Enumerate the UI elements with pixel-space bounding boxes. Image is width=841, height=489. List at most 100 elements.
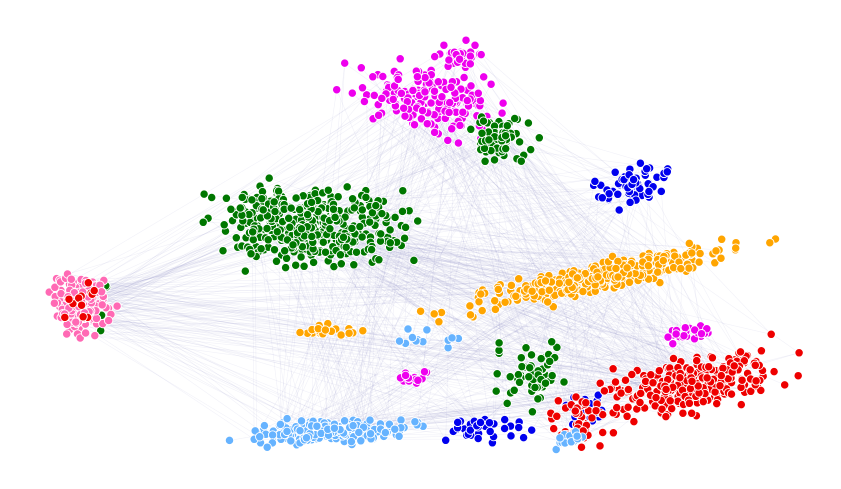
edge	[365, 186, 626, 198]
edge	[401, 245, 708, 388]
edge	[357, 286, 588, 427]
node-red	[629, 416, 639, 427]
node-green	[296, 224, 307, 234]
node-orange	[711, 246, 721, 256]
edge	[93, 319, 281, 425]
node-red	[83, 278, 93, 288]
node-green	[513, 369, 524, 380]
node-magenta	[373, 110, 384, 120]
edge	[398, 279, 545, 432]
edge	[288, 101, 456, 438]
node-red	[598, 427, 608, 438]
edge	[296, 195, 643, 446]
edge	[326, 234, 683, 383]
edge	[665, 258, 734, 373]
node-magenta	[663, 332, 673, 342]
node-green	[547, 370, 557, 381]
edge	[510, 133, 654, 279]
edge	[84, 305, 322, 434]
node-magenta	[388, 94, 398, 105]
node-green	[521, 343, 531, 353]
edge	[75, 298, 715, 397]
node-magenta	[422, 119, 432, 129]
edge	[316, 133, 439, 439]
node-green	[377, 208, 387, 219]
edge	[263, 249, 388, 433]
node-blue	[527, 425, 537, 435]
node-red	[715, 381, 725, 391]
node-orange	[320, 325, 331, 335]
node-orange	[477, 305, 487, 316]
node-green	[284, 213, 294, 223]
edge	[333, 235, 702, 334]
node-magenta	[359, 96, 370, 107]
node-red	[620, 375, 631, 385]
edge	[326, 120, 484, 433]
edge	[375, 205, 598, 273]
node-green	[357, 232, 367, 242]
edge	[653, 278, 697, 332]
node-red	[89, 285, 99, 296]
node-magenta	[696, 329, 707, 339]
node-orange	[731, 243, 741, 253]
edge	[462, 53, 611, 390]
node-orange	[684, 238, 694, 249]
edge	[365, 197, 532, 356]
edge	[69, 329, 661, 387]
edge	[414, 93, 581, 280]
edge	[335, 95, 436, 430]
edge	[280, 246, 307, 425]
node-magenta	[400, 370, 411, 381]
node-magenta	[462, 95, 472, 106]
node-pink	[80, 328, 91, 338]
edge	[404, 115, 735, 367]
edge	[335, 328, 680, 379]
node-green	[400, 222, 411, 233]
node-green	[526, 144, 536, 155]
node-orange	[465, 301, 475, 311]
node-red	[756, 385, 766, 396]
edge	[319, 199, 609, 334]
node-red	[750, 360, 760, 370]
node-green	[258, 205, 268, 215]
node-green	[248, 235, 258, 245]
node-blue	[500, 414, 510, 425]
edge	[407, 97, 762, 352]
node-red	[794, 348, 804, 358]
node-green	[235, 203, 245, 213]
edge	[368, 248, 542, 278]
node-magenta	[461, 35, 471, 45]
edge	[470, 55, 688, 381]
node-red	[651, 392, 661, 403]
node-green	[288, 240, 298, 250]
node-light-blue	[572, 431, 582, 441]
edge	[76, 306, 405, 428]
node-green	[246, 249, 256, 259]
edge	[372, 118, 570, 284]
edge	[78, 321, 255, 440]
edge	[64, 262, 604, 318]
edge	[405, 89, 462, 374]
edge	[531, 281, 626, 431]
node-green	[347, 194, 358, 204]
node-magenta	[399, 103, 409, 113]
edge	[106, 286, 679, 397]
node-green	[299, 261, 309, 271]
edge	[576, 163, 641, 432]
node-magenta	[466, 81, 476, 91]
node-light-blue	[339, 416, 350, 426]
edge	[81, 279, 505, 429]
node-orange	[514, 274, 524, 284]
edge	[380, 240, 562, 436]
node-orange	[554, 278, 564, 288]
node-green	[256, 244, 266, 254]
edge	[77, 304, 601, 384]
node-light-blue	[551, 444, 561, 455]
node-red	[702, 373, 712, 383]
node-red	[736, 399, 746, 410]
node-magenta	[393, 74, 403, 85]
node-light-blue	[259, 420, 270, 431]
node-red	[668, 353, 679, 364]
edge	[260, 236, 292, 430]
edge	[311, 97, 463, 440]
